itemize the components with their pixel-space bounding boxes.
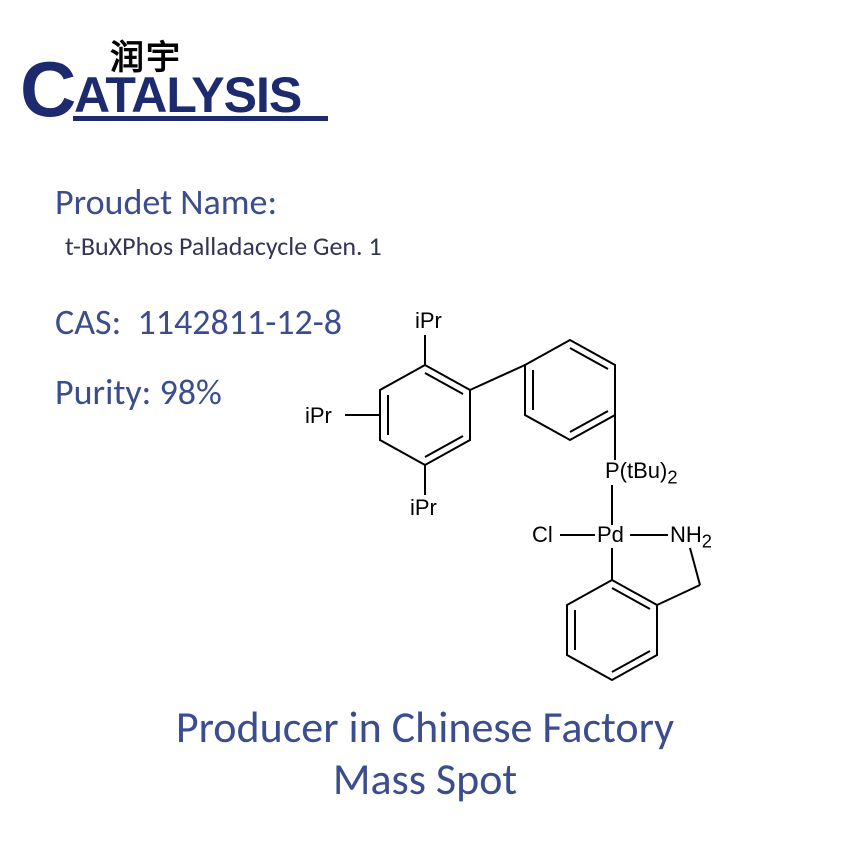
chem-cl: Cl [532, 522, 553, 548]
company-logo: C 润宇 ATALYSIS [20, 30, 360, 120]
purity-label: Purity: [55, 370, 151, 414]
purity-value: 98% [159, 370, 221, 414]
chem-p-tbu: P(tBu)2 [605, 458, 678, 488]
chem-nh2: NH2 [670, 522, 712, 552]
chemical-structure-diagram: iPr iPr iPr P(tBu)2 Cl Pd NH2 [270, 300, 810, 700]
footer-line-1: Producer in Chinese Factory [0, 700, 850, 754]
cas-label: CAS: [55, 300, 121, 344]
chem-pd: Pd [597, 522, 624, 548]
chem-ipr-top: iPr [415, 308, 442, 334]
chem-ipr-bottom: iPr [410, 495, 437, 521]
chem-ipr-left: iPr [305, 403, 332, 429]
purity-row: Purity: 98% [55, 370, 222, 414]
product-name-value: t-BuXPhos Palladacycle Gen. 1 [65, 230, 382, 262]
footer-line-2: Mass Spot [0, 752, 850, 806]
logo-letter-c: C [20, 58, 74, 120]
structure-svg [270, 300, 810, 700]
product-name-label: Proudet Name: [55, 180, 277, 224]
logo-underline [73, 116, 328, 121]
